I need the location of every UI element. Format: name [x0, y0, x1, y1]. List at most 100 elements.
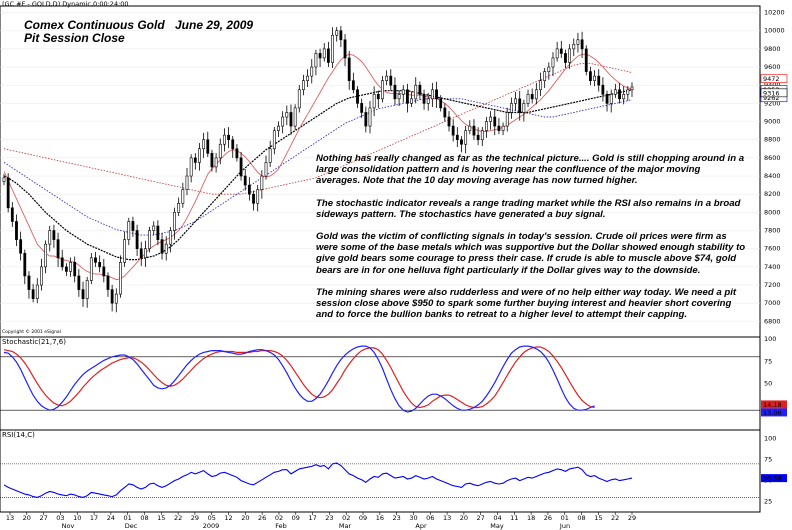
stochastic-tick-label: 50	[764, 380, 772, 388]
candle-body	[123, 239, 127, 263]
price-tag-label: 9472	[763, 75, 780, 83]
candle-body	[514, 98, 517, 104]
candle-body	[60, 257, 64, 268]
candle-body	[526, 93, 530, 104]
price-tick-label: 8800	[764, 136, 781, 144]
candle-body	[40, 266, 43, 286]
gridlines	[0, 12, 760, 498]
chart-date: June 29, 2009	[175, 18, 254, 32]
candle-body	[410, 98, 413, 104]
candle-body	[2, 177, 6, 182]
candle-body	[202, 139, 206, 150]
candle-body	[156, 225, 160, 240]
commentary-paragraph-1: Nothing has really changed as far as the…	[316, 153, 745, 187]
candle-body	[497, 125, 501, 131]
candle-body	[389, 75, 393, 86]
candle-body	[168, 230, 172, 245]
candle-body	[15, 221, 18, 240]
candle-body	[368, 107, 372, 127]
stochastic-label: Stochastic(21,7,6)	[2, 338, 66, 346]
candle-body	[52, 230, 56, 240]
candle-body	[106, 275, 110, 290]
candle-body	[518, 98, 522, 113]
x-day-label: 20	[460, 514, 468, 522]
ma50-line	[3, 89, 633, 261]
x-day-label: 18	[527, 514, 535, 522]
candle-body	[534, 89, 538, 100]
price-tick-label: 9000	[764, 118, 781, 126]
x-day-label: 27	[39, 514, 47, 522]
candle-body	[110, 289, 114, 304]
candle-body	[426, 98, 430, 104]
candle-body	[243, 175, 247, 186]
candle-body	[302, 80, 305, 91]
candle-body	[360, 103, 364, 113]
x-day-label: 17	[90, 514, 98, 522]
x-day-label: 26	[544, 514, 552, 522]
x-day-label: 01	[124, 514, 132, 522]
candle-body	[239, 157, 243, 177]
candle-body	[160, 239, 164, 254]
candle-body	[293, 107, 297, 127]
candle-body	[622, 93, 626, 100]
candle-body	[539, 80, 542, 91]
candle-body	[593, 75, 596, 81]
price-tick-label: 10200	[764, 9, 785, 17]
x-day-label: 20	[23, 514, 31, 522]
candle-body	[580, 39, 584, 50]
x-day-label: 29	[191, 514, 199, 522]
candle-body	[256, 189, 260, 204]
price-tick-label: 7400	[764, 263, 781, 271]
candle-body	[505, 112, 509, 127]
candle-body	[198, 148, 201, 163]
stochastic-tag-box	[761, 408, 787, 417]
candle-body	[351, 80, 355, 91]
price-tick-label: 7200	[764, 281, 781, 289]
candle-body	[464, 130, 468, 145]
stochastic-tick-label: 100	[764, 335, 776, 343]
candle-body	[530, 93, 534, 100]
x-month-label: Nov	[62, 522, 75, 530]
x-day-label: 22	[611, 514, 619, 522]
x-month-label: Mar	[339, 522, 352, 530]
candle-body	[27, 275, 31, 290]
x-month-label: 2009	[203, 522, 220, 530]
price-tag-box	[760, 74, 788, 83]
price-tick-label: 7000	[764, 299, 781, 307]
price-tick-label: 10000	[764, 27, 785, 35]
candle-body	[318, 53, 322, 59]
x-day-label: 13	[443, 514, 451, 522]
rsi-tick-label: 25	[764, 498, 772, 506]
candle-body	[430, 89, 434, 100]
rsi-tag-label: 50.58	[763, 475, 782, 483]
candle-body	[114, 293, 118, 304]
candle-body	[485, 121, 488, 131]
x-day-label: 02	[342, 514, 350, 522]
candle-body	[468, 125, 472, 131]
candle-body	[364, 112, 368, 127]
candle-body	[414, 84, 418, 100]
candle-body	[422, 93, 426, 104]
candle-body	[102, 266, 106, 277]
candle-body	[56, 239, 60, 259]
candle-body	[206, 139, 210, 154]
candle-body	[339, 30, 343, 41]
candle-body	[609, 93, 613, 104]
x-axis-labels: 13 20 27 03 10 17 24 01 08 15 22 29 05 12 20 26 02 09 17 23…	[6, 512, 636, 530]
candle-body	[326, 48, 330, 63]
stochastic-tag-box	[761, 400, 787, 409]
candle-body	[98, 262, 102, 268]
candle-body	[235, 148, 239, 159]
candle-body	[272, 130, 276, 150]
candle-body	[223, 134, 226, 145]
x-month-label: Jun	[559, 522, 570, 530]
candle-body	[613, 89, 617, 95]
price-tag-label: 9262	[763, 94, 780, 102]
candle-body	[48, 230, 52, 245]
candle-body	[460, 139, 463, 145]
candle-body	[85, 280, 89, 299]
candle-body	[310, 66, 314, 77]
